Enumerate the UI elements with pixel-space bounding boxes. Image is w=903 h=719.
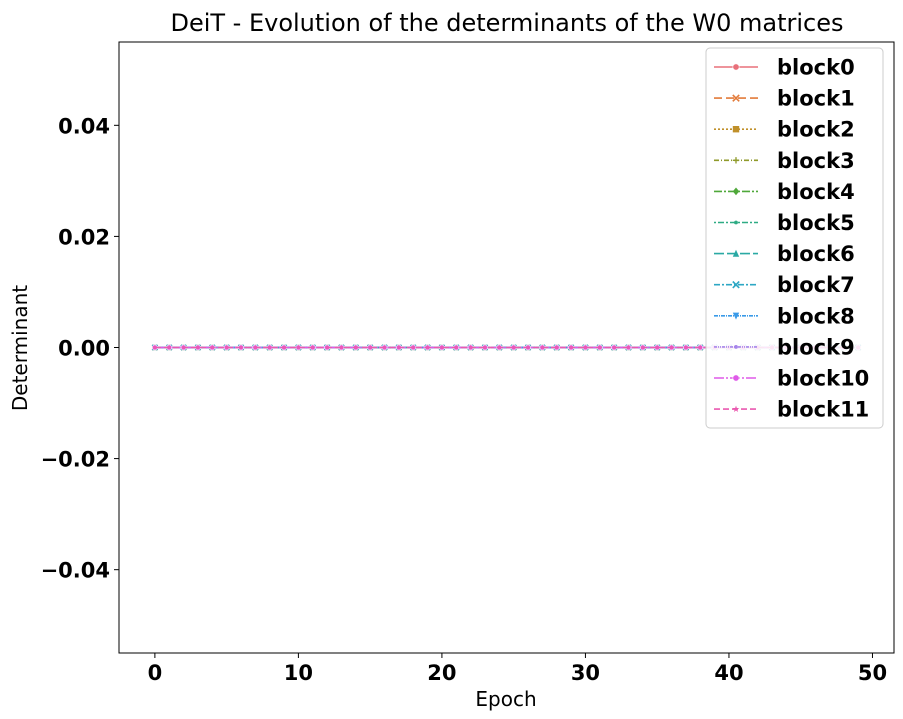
y-tick-label: 0.00 (58, 337, 110, 361)
data-point-block11 (625, 344, 632, 350)
legend-item-block9: block9 (714, 335, 855, 359)
data-point-block11 (266, 344, 273, 350)
legend-item-block6: block6 (714, 242, 855, 266)
data-point-block11 (496, 344, 503, 350)
legend-item-block3: block3 (714, 149, 855, 173)
data-point-block11 (410, 344, 416, 350)
y-tick-label: 0.02 (58, 225, 110, 249)
data-point-block11 (597, 344, 603, 350)
data-point-block11 (640, 344, 646, 350)
legend-item-block0: block0 (714, 56, 855, 80)
legend-marker (732, 280, 740, 289)
data-point-block11 (453, 344, 459, 350)
chart-title: DeiT - Evolution of the determinants of … (170, 9, 843, 37)
data-point-block11 (310, 344, 316, 350)
data-point-block11 (424, 344, 431, 350)
data-point-block11 (482, 344, 488, 350)
x-axis-ticks: 0 10 20 30 40 50 (148, 653, 887, 685)
data-point-block11 (683, 344, 689, 350)
data-point-block11 (697, 344, 703, 350)
legend-box (705, 47, 884, 429)
data-point-block11 (295, 344, 302, 350)
legend-marker (732, 312, 740, 320)
legend-item-block10: block10 (714, 367, 869, 391)
data-point-block11 (166, 344, 172, 350)
legend-item-block1: block1 (714, 87, 855, 111)
data-point-block11 (152, 344, 158, 350)
data-point-block11 (252, 344, 259, 350)
data-point-block11 (654, 344, 660, 350)
data-point-block11 (281, 344, 287, 350)
legend-item-block11: block11 (714, 398, 869, 422)
legend-item-block5: block5 (714, 211, 855, 235)
legend-marker (734, 220, 738, 225)
legend-label: block5 (777, 211, 855, 235)
x-tick-label: 0 (148, 661, 163, 685)
y-axis-label: Determinant (8, 285, 32, 411)
x-axis-label: Epoch (475, 687, 536, 711)
data-point-block11 (381, 344, 388, 350)
data-point-block11 (668, 344, 675, 350)
legend-label: block7 (777, 273, 855, 297)
data-point-block11 (338, 344, 345, 350)
x-tick-label: 50 (858, 661, 887, 685)
legend-marker (732, 405, 740, 412)
legend-label: block11 (777, 398, 869, 422)
x-tick-label: 10 (284, 661, 313, 685)
y-tick-label: 0.04 (58, 114, 110, 138)
data-point-block11 (367, 344, 373, 350)
data-point-block11 (439, 344, 445, 350)
data-point-block11 (238, 344, 244, 350)
data-point-block11 (467, 344, 474, 350)
data-point-block11 (180, 344, 187, 350)
data-point-block11 (510, 344, 517, 350)
data-point-block11 (582, 344, 589, 350)
legend: block0 block1 block2 block3 block4 block5 bloc… (705, 47, 884, 429)
legend-label: block4 (777, 180, 855, 204)
legend-label: block6 (777, 242, 855, 266)
legend-marker (732, 187, 740, 196)
data-point-block11 (209, 344, 216, 350)
legend-label: block8 (777, 304, 855, 328)
legend-marker (734, 344, 738, 349)
data-point-block11 (324, 344, 330, 350)
data-point-block11 (195, 344, 201, 350)
x-tick-label: 30 (571, 661, 600, 685)
data-point-block11 (539, 344, 546, 350)
data-point-block11 (611, 344, 617, 350)
x-tick-label: 40 (714, 661, 743, 685)
data-point-block11 (396, 344, 402, 350)
legend-item-block7: block7 (714, 273, 855, 297)
data-point-block11 (554, 344, 560, 350)
legend-marker (732, 374, 740, 382)
legend-label: block3 (777, 149, 855, 173)
legend-label: block1 (777, 87, 855, 111)
data-point-block11 (568, 344, 574, 350)
legend-item-block4: block4 (714, 180, 855, 204)
legend-label: block2 (777, 118, 855, 142)
data-point-block11 (353, 344, 359, 350)
legend-item-block8: block8 (714, 304, 855, 328)
legend-marker (732, 94, 740, 102)
data-point-block11 (223, 344, 230, 350)
data-point-block11 (525, 344, 531, 350)
y-axis-ticks: −0.04 −0.02 0.00 0.02 0.04 (41, 114, 119, 583)
legend-label: block0 (777, 56, 855, 80)
x-tick-label: 20 (427, 661, 456, 685)
legend-marker (732, 126, 740, 133)
legend-marker (732, 63, 740, 71)
legend-marker (732, 249, 740, 257)
legend-label: block9 (777, 335, 855, 359)
legend-label: block10 (777, 367, 869, 391)
y-tick-label: −0.04 (41, 559, 110, 583)
legend-item-block2: block2 (714, 118, 855, 142)
y-tick-label: −0.02 (41, 448, 110, 472)
legend-marker (732, 157, 740, 164)
